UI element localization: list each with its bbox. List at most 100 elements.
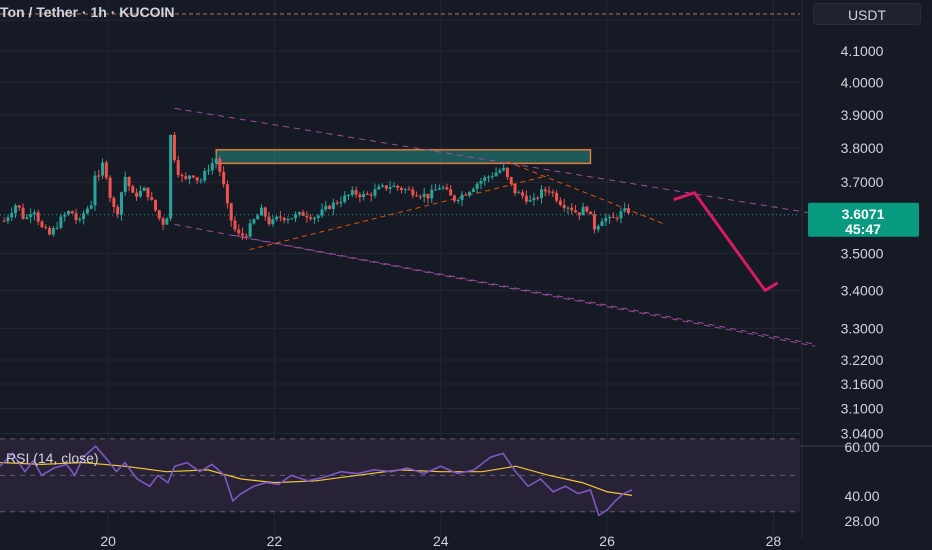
candle-body [449,189,453,196]
candle-body [346,194,350,196]
candle-body [615,217,619,219]
candle-body [267,216,271,225]
candle-body [422,193,426,197]
candle-body [339,202,343,204]
y-tick-label: 3.7000 [841,174,884,190]
candle-body [256,215,260,220]
candle-body [384,185,388,189]
currency-button[interactable]: USDT [813,3,921,25]
y-tick-label: 3.2200 [841,352,884,368]
candle-body [55,227,59,229]
candle-body [596,226,600,230]
candle-body [437,188,441,190]
candle-body [154,199,158,211]
y-tick-label: 3.8000 [841,140,884,156]
candle-body [278,216,282,218]
y-tick-label: 3.1600 [841,376,884,392]
candle-body [362,193,366,198]
candle-body [6,217,10,221]
candle-body [210,163,214,171]
candle-body [415,195,419,197]
y-tick-label: 3.0400 [841,426,884,442]
x-tick-label: 20 [100,533,116,549]
rsi-tick-label: 60.00 [844,439,879,455]
candle-body [441,187,445,189]
resistance-zone [215,149,592,165]
candle-body [104,162,108,178]
candle-body [562,204,566,208]
candle-body [275,216,279,220]
candle-body [188,175,192,179]
candle-body [403,189,407,191]
candle-body [581,206,585,216]
candle-body [271,219,275,225]
candle-body [203,170,207,181]
candle-body [373,189,377,196]
candle-body [180,175,184,177]
y-tick-label: 4.0000 [841,75,884,91]
triangle-lower-line [249,174,549,251]
candle-body [343,195,347,203]
candle-body [78,219,82,221]
candle-body [574,210,578,213]
candle-body [399,187,403,190]
candle-body [460,194,464,200]
x-tick-label: 26 [599,533,615,549]
candle-body [589,211,593,215]
candle-body [51,228,55,235]
candle-body [233,220,237,230]
candle-body [577,212,581,216]
candle-body [44,227,48,229]
candle-body [316,215,320,218]
price-badge [808,202,919,237]
candle-body [623,208,627,212]
candle-body [252,219,256,224]
candle-body [2,220,6,222]
candle-body [328,205,332,209]
candle-body [89,205,93,209]
candle-body [248,223,252,237]
candle-body [119,192,123,215]
candle-body [528,199,532,202]
candle-body [237,229,241,234]
candle-body [350,190,354,195]
candle-body [471,188,475,192]
candle-body [199,180,203,182]
candle-body [452,195,456,201]
candle-body [282,217,286,221]
candle-body [517,192,521,194]
candle-body [570,207,574,211]
candle-body [418,196,422,198]
candle-body [505,167,509,178]
y-tick-label: 3.5000 [841,245,884,261]
y-tick-label: 3.3000 [841,321,884,337]
candle-body [608,216,612,219]
candle-body [112,197,116,207]
candle-body [524,195,528,202]
candle-body [161,218,165,225]
candle-body [490,176,494,178]
candle-body [331,202,335,209]
candle-body [25,217,29,219]
candle-body [498,170,502,173]
candle-body [131,186,135,193]
candle-body [396,185,400,188]
rsi-line [0,445,633,517]
candle-body [358,194,362,198]
rsi-ma-line [0,461,633,496]
candle-body [70,211,74,214]
candle-body [297,212,301,215]
candle-body [59,216,63,228]
candle-body [592,214,596,230]
triangle-upper-line [507,161,666,225]
candle-body [483,177,487,182]
candle-body [206,170,210,172]
candlestick-series [0,132,800,241]
candle-body [63,214,67,217]
candle-body [184,176,188,179]
candle-body [74,213,78,220]
candle-body [369,194,373,196]
trend-drawings[interactable] [174,107,816,347]
candle-body [354,190,358,195]
